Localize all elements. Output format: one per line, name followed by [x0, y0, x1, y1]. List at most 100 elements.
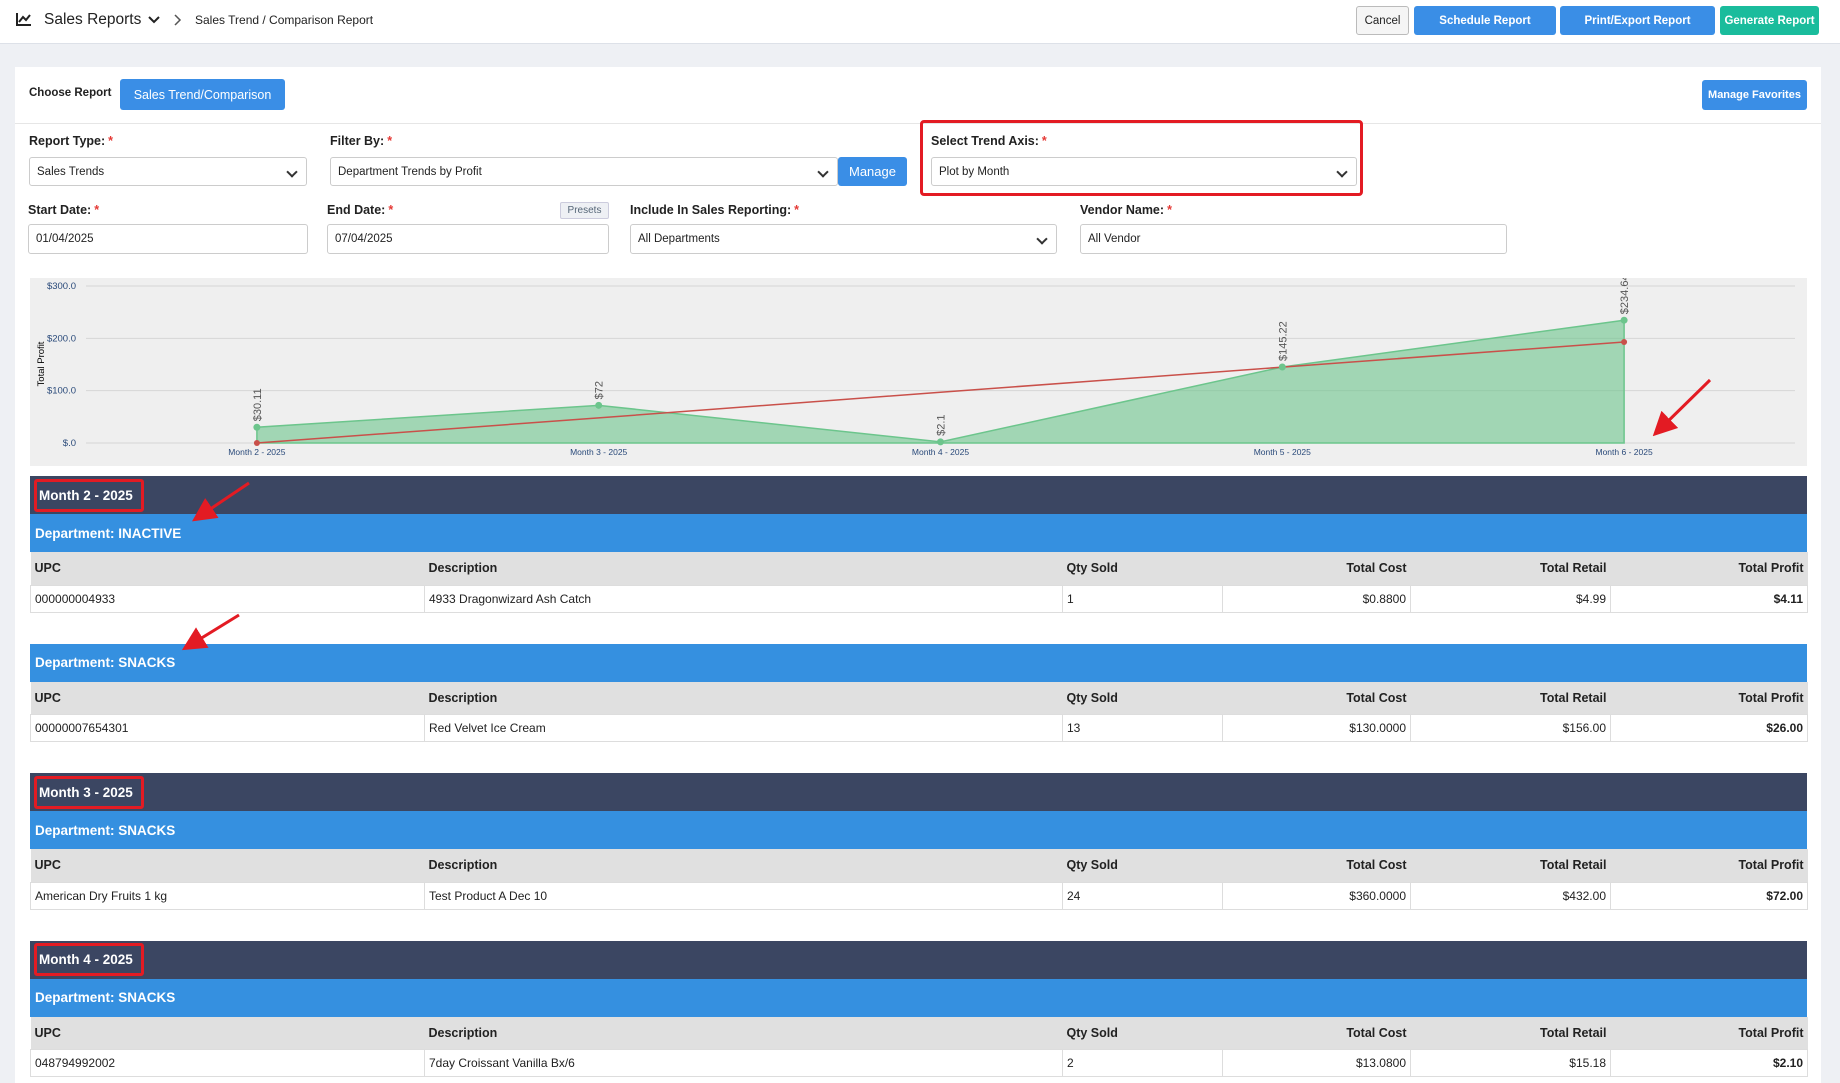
page-title: Sales Reports — [44, 11, 142, 28]
column-header: UPC — [30, 681, 425, 715]
month-title: Month 4 - 2025 — [34, 943, 144, 976]
breadcrumb: Sales Trend / Comparison Report — [195, 13, 374, 27]
header-row: UPC Description Qty Sold Total Cost Total Re… — [30, 552, 1808, 585]
trend-line — [256, 341, 1625, 444]
column-header: Qty Sold — [1062, 552, 1223, 585]
report-table: UPC Description Qty Sold Total Cost Total Re… — [30, 849, 1808, 910]
department-header: Department: SNACKS — [30, 811, 1807, 849]
generate-button[interactable]: Generate Report — [1720, 6, 1819, 35]
month-title: Month 2 - 2025 — [34, 478, 144, 512]
cell: 00000007654301 — [30, 714, 425, 742]
label: Report Type: * — [29, 134, 114, 148]
row: 048794992002 7day Croissant Vanilla Bx/6 2… — [30, 1049, 1808, 1077]
cell: Test Product A Dec 10 — [424, 881, 1063, 910]
y-tick-label: $100.0 — [47, 386, 76, 397]
report-table: UPC Description Qty Sold Total Cost Total Re… — [30, 552, 1808, 613]
column-header: Total Retail — [1410, 681, 1611, 715]
x-tick-label: Month 2 - 2025 — [228, 447, 285, 457]
label: Select Trend Axis: * — [931, 134, 1047, 148]
month-header: Month 2 - 2025 — [30, 476, 1807, 514]
point — [595, 401, 603, 409]
schedule-button[interactable]: Schedule Report — [1414, 6, 1556, 35]
column-header: Total Retail — [1410, 849, 1611, 882]
column-header: Total Profit — [1610, 552, 1808, 585]
select[interactable]: Sales Trends — [29, 157, 307, 186]
department-header: Department: INACTIVE — [30, 514, 1807, 552]
row: 00000007654301 Red Velvet Ice Cream 13 $130… — [30, 714, 1808, 742]
month-header: Month 3 - 2025 — [30, 773, 1807, 811]
x-tick-label: Month 3 - 2025 — [570, 447, 627, 457]
cell: 13 — [1062, 714, 1223, 742]
cell: $4.11 — [1610, 584, 1808, 613]
column-header: Total Profit — [1610, 681, 1808, 715]
label: Choose Report — [29, 87, 112, 99]
y-tick-label: $.0 — [63, 438, 76, 449]
column-header: Total Profit — [1610, 1016, 1808, 1050]
select[interactable]: Plot by Month — [931, 157, 1357, 186]
department-header: Department: SNACKS — [30, 643, 1807, 682]
y-tick-label: $200.0 — [47, 333, 76, 344]
column-header: Qty Sold — [1062, 681, 1223, 715]
label: Schedule Report — [1439, 14, 1531, 27]
data-label: $72 — [594, 381, 606, 399]
column-header: Description — [424, 552, 1063, 585]
print-button[interactable]: Print/Export Report — [1560, 6, 1715, 35]
select[interactable]: All Departments — [630, 224, 1057, 254]
x-tick-label: Month 6 - 2025 — [1596, 447, 1653, 457]
month-title: Month 3 - 2025 — [34, 775, 144, 809]
cell: 4933 Dragonwizard Ash Catch — [424, 584, 1063, 613]
cell: $2.10 — [1610, 1049, 1808, 1077]
manage-favorites[interactable]: Manage Favorites — [1702, 80, 1807, 110]
icon — [16, 13, 31, 26]
column-header: UPC — [30, 552, 425, 585]
cell: 24 — [1062, 881, 1223, 910]
data-label: $234.64 — [1619, 278, 1631, 314]
x-tick-label: Month 4 - 2025 — [912, 447, 969, 457]
column-header: Qty Sold — [1062, 1016, 1223, 1050]
cell: 2 — [1062, 1049, 1223, 1077]
column-header: Total Retail — [1410, 1016, 1611, 1050]
column-header: Qty Sold — [1062, 849, 1223, 882]
column-header: UPC — [30, 1016, 425, 1050]
label: Start Date: * — [28, 203, 100, 217]
cell: $26.00 — [1610, 714, 1808, 742]
header-row: UPC Description Qty Sold Total Cost Total Re… — [30, 681, 1808, 715]
select[interactable]: All Vendor — [1080, 224, 1507, 254]
column-header: Total Retail — [1410, 552, 1611, 585]
presets[interactable]: Presets — [560, 202, 609, 219]
cancel-button[interactable]: Cancel — [1356, 6, 1409, 35]
cell: $432.00 — [1410, 881, 1611, 910]
icon — [174, 14, 182, 26]
department-header: Department: SNACKS — [30, 978, 1807, 1017]
data-label: $2.1 — [936, 414, 948, 435]
cell: 048794992002 — [30, 1049, 425, 1077]
report-table: UPC Description Qty Sold Total Cost Total Re… — [30, 681, 1808, 742]
report-table: UPC Description Qty Sold Total Cost Total Re… — [30, 1016, 1808, 1077]
column-header: Total Profit — [1610, 849, 1808, 882]
cell: 000000004933 — [30, 584, 425, 613]
column-header: Total Cost — [1222, 681, 1411, 715]
label: Vendor Name: * — [1080, 203, 1172, 217]
column-header: Total Cost — [1222, 1016, 1411, 1050]
column-header: Description — [424, 681, 1063, 715]
column-header: Description — [424, 849, 1063, 882]
point — [1620, 316, 1628, 324]
choose-report[interactable]: Sales Trend/Comparison — [120, 79, 285, 110]
divider — [15, 123, 1821, 124]
select[interactable]: Department Trends by Profit — [330, 157, 838, 186]
input[interactable]: 07/04/2025 — [327, 224, 609, 254]
manage-button[interactable]: Manage — [838, 157, 907, 186]
data-label: $145.22 — [1277, 321, 1289, 361]
point — [937, 438, 944, 446]
chart: Total Profit $.0 $100.0 $200.0 $300.0 Month … — [30, 278, 1807, 466]
spacer — [30, 910, 1807, 941]
row: American Dry Fruits 1 kg Test Product A D… — [30, 881, 1808, 910]
cell: $4.99 — [1410, 584, 1611, 613]
input[interactable]: 01/04/2025 — [28, 224, 308, 254]
point — [1278, 363, 1286, 371]
cell: $156.00 — [1410, 714, 1611, 742]
column-header: Description — [424, 1016, 1063, 1050]
x-tick-label: Month 5 - 2025 — [1254, 447, 1311, 457]
top-bar: Sales Reports Sales Trend / Comparison R… — [0, 0, 1840, 44]
header-row: UPC Description Qty Sold Total Cost Total Re… — [30, 1016, 1808, 1050]
